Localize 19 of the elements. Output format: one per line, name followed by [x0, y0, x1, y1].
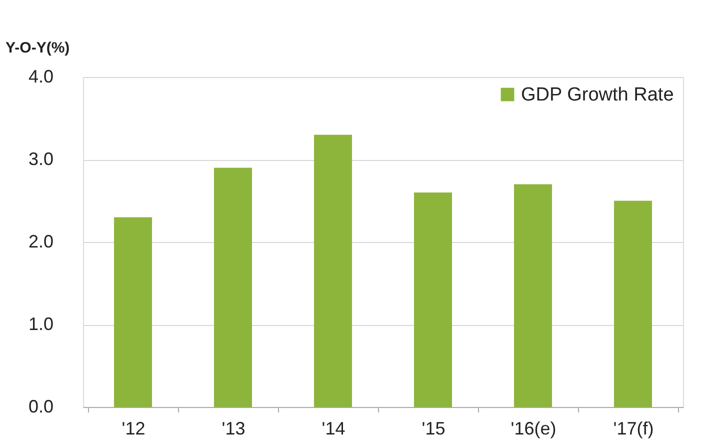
y-axis-title: Y-O-Y(%): [6, 40, 70, 56]
bar: [514, 184, 552, 407]
y-tick-label: 0.0: [28, 396, 54, 416]
x-tick-label: '14: [322, 418, 346, 438]
x-tick-label: '12: [122, 418, 146, 438]
bar: [214, 168, 252, 407]
y-tick-label: 1.0: [28, 314, 54, 334]
x-tick-label: '17(f): [613, 418, 654, 438]
y-tick-label: 3.0: [28, 149, 54, 169]
legend-label: GDP Growth Rate: [521, 84, 674, 106]
y-tick-label: 4.0: [28, 66, 54, 86]
bar: [414, 192, 452, 407]
bar: [114, 217, 152, 407]
bar: [314, 134, 352, 407]
x-tick-label: '13: [222, 418, 246, 438]
bar: [614, 200, 652, 407]
x-tick-label: '15: [422, 418, 446, 438]
y-tick-label: 2.0: [28, 232, 54, 252]
x-tick-label: '16(e): [510, 418, 556, 438]
